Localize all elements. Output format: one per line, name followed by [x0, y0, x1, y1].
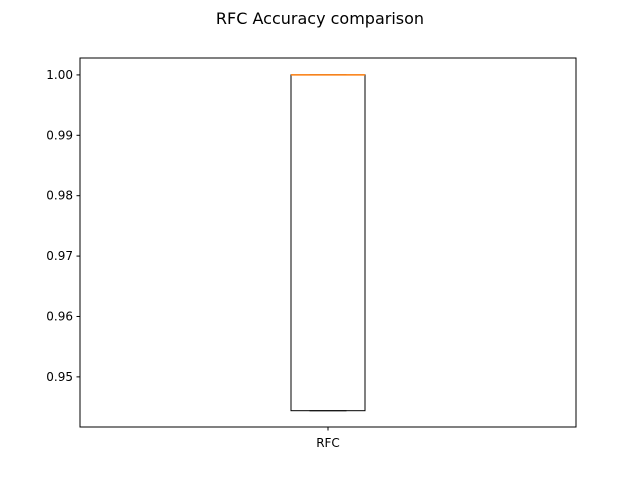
x-tick-label: RFC	[316, 436, 340, 450]
box-body	[290, 74, 366, 412]
axes-frame	[79, 57, 577, 428]
y-tick-label: 0.95	[46, 370, 73, 384]
chart-title: RFC Accuracy comparison	[216, 9, 424, 28]
y-tick-label: 0.96	[46, 309, 73, 323]
y-tick-label: 0.98	[46, 189, 73, 203]
plot-area: 0.95 0.96 0.97 0.98 0.99 1.00 RFC	[46, 57, 577, 450]
y-tick-label: 1.00	[46, 68, 73, 82]
y-tick-label: 0.99	[46, 128, 73, 142]
y-tick-label: 0.97	[46, 249, 73, 263]
